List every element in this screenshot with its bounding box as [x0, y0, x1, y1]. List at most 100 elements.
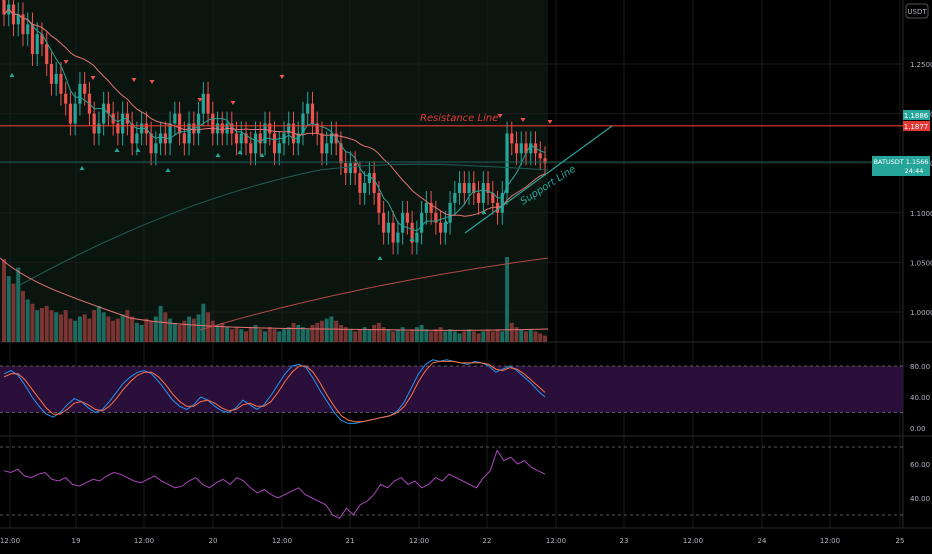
candle-body	[495, 202, 500, 213]
volume-bar	[343, 327, 348, 342]
volume-bar	[73, 320, 78, 342]
volume-bar	[139, 325, 144, 342]
x-tick-label: 12:00	[409, 537, 429, 545]
x-tick-label: 22	[483, 537, 492, 545]
volume-bar	[130, 316, 135, 342]
volume-bar	[267, 327, 272, 342]
volume-bar	[448, 329, 453, 342]
volume-bar	[77, 316, 82, 342]
volume-bar	[215, 325, 220, 342]
volume-bar	[263, 331, 268, 342]
volume-bar	[253, 325, 258, 342]
candle-body	[467, 183, 471, 193]
stochastic-pane	[0, 359, 903, 424]
candle-body	[206, 93, 210, 114]
candle-body	[97, 123, 101, 134]
candle-body	[457, 183, 462, 193]
volume-bar	[334, 320, 339, 342]
volume-bar	[395, 329, 400, 342]
signal-marker	[279, 75, 285, 79]
volume-bar	[452, 331, 457, 342]
candle-body	[268, 123, 272, 134]
candle-body	[348, 163, 353, 174]
currency-badge-frame[interactable]	[905, 3, 929, 19]
candle-body	[491, 192, 495, 203]
volume-bar	[315, 322, 320, 342]
ma-fast-line	[3, 8, 546, 232]
candle-body	[159, 133, 163, 144]
candle-body	[135, 133, 139, 144]
ma-slow-line	[3, 8, 546, 217]
volume-bar	[96, 305, 101, 342]
currency-badge[interactable]: USDT	[907, 8, 927, 16]
volume-bar	[101, 312, 106, 342]
candle-body	[382, 212, 386, 233]
x-tick-label: 20	[209, 537, 218, 545]
x-tick-label: 12:00	[683, 537, 703, 545]
candle-body	[476, 192, 481, 203]
volume-bar	[87, 318, 92, 342]
volume-bar	[144, 318, 149, 342]
volume-bar	[25, 299, 30, 342]
volume-bar	[514, 327, 519, 342]
price-tick-label: 1.2500	[910, 61, 932, 69]
candle-body	[2, 0, 6, 15]
candle-body	[529, 143, 533, 154]
price-tick-label: 1.1000	[910, 210, 932, 218]
candle-body	[21, 14, 25, 35]
volume-bar	[39, 308, 44, 342]
volume-bar	[414, 327, 419, 342]
candle-body	[220, 123, 224, 134]
candle-body	[481, 183, 485, 203]
volume-bar	[244, 331, 249, 342]
volume-bar	[225, 327, 230, 342]
candle-body	[486, 183, 490, 193]
candle-body	[35, 34, 39, 55]
candle-body	[472, 183, 476, 193]
candle-body	[329, 133, 334, 144]
volume-bar	[272, 329, 277, 342]
volume-bar	[277, 331, 282, 342]
highlighted-range	[0, 0, 548, 342]
volume-bar	[372, 325, 377, 342]
signal-marker	[497, 114, 503, 118]
signal-marker	[90, 76, 96, 80]
volume-bar	[391, 331, 396, 342]
volume-bar	[44, 305, 49, 342]
volume-bar	[153, 316, 158, 342]
candle-body	[519, 143, 523, 154]
candle-body	[291, 123, 296, 144]
candles[interactable]	[2, 0, 547, 255]
volume-bar	[400, 327, 405, 342]
candle-body	[505, 133, 509, 193]
stoch-d-line	[3, 360, 546, 423]
volume-bar	[362, 327, 367, 342]
volume-bar	[524, 331, 529, 342]
volume-bar	[376, 322, 381, 342]
volume-bar	[6, 276, 11, 342]
x-tick-label: 12:00	[820, 537, 840, 545]
candle-body	[372, 173, 376, 193]
volume-bar	[163, 312, 168, 342]
candle-body	[320, 133, 324, 154]
volume-bar	[63, 310, 68, 342]
price-tick-label: 1.0000	[910, 309, 932, 317]
volume-bar	[281, 329, 286, 342]
volume-bar	[324, 318, 329, 342]
volume-bar	[115, 318, 120, 342]
price-label-1886-bg	[903, 110, 930, 120]
current-price-tag-bg	[872, 156, 930, 176]
price-label-1877: 1.1877	[904, 123, 929, 131]
volume-bar	[476, 333, 481, 342]
grid	[0, 0, 903, 528]
candle-body	[339, 143, 343, 164]
volume-bar	[338, 325, 343, 342]
volume-bar	[191, 318, 196, 342]
x-tick-label: 12:00	[0, 537, 20, 545]
x-tick-label: 12:00	[272, 537, 292, 545]
volume-bar	[149, 320, 154, 342]
volume-bar	[533, 331, 538, 342]
signal-marker	[131, 78, 137, 82]
